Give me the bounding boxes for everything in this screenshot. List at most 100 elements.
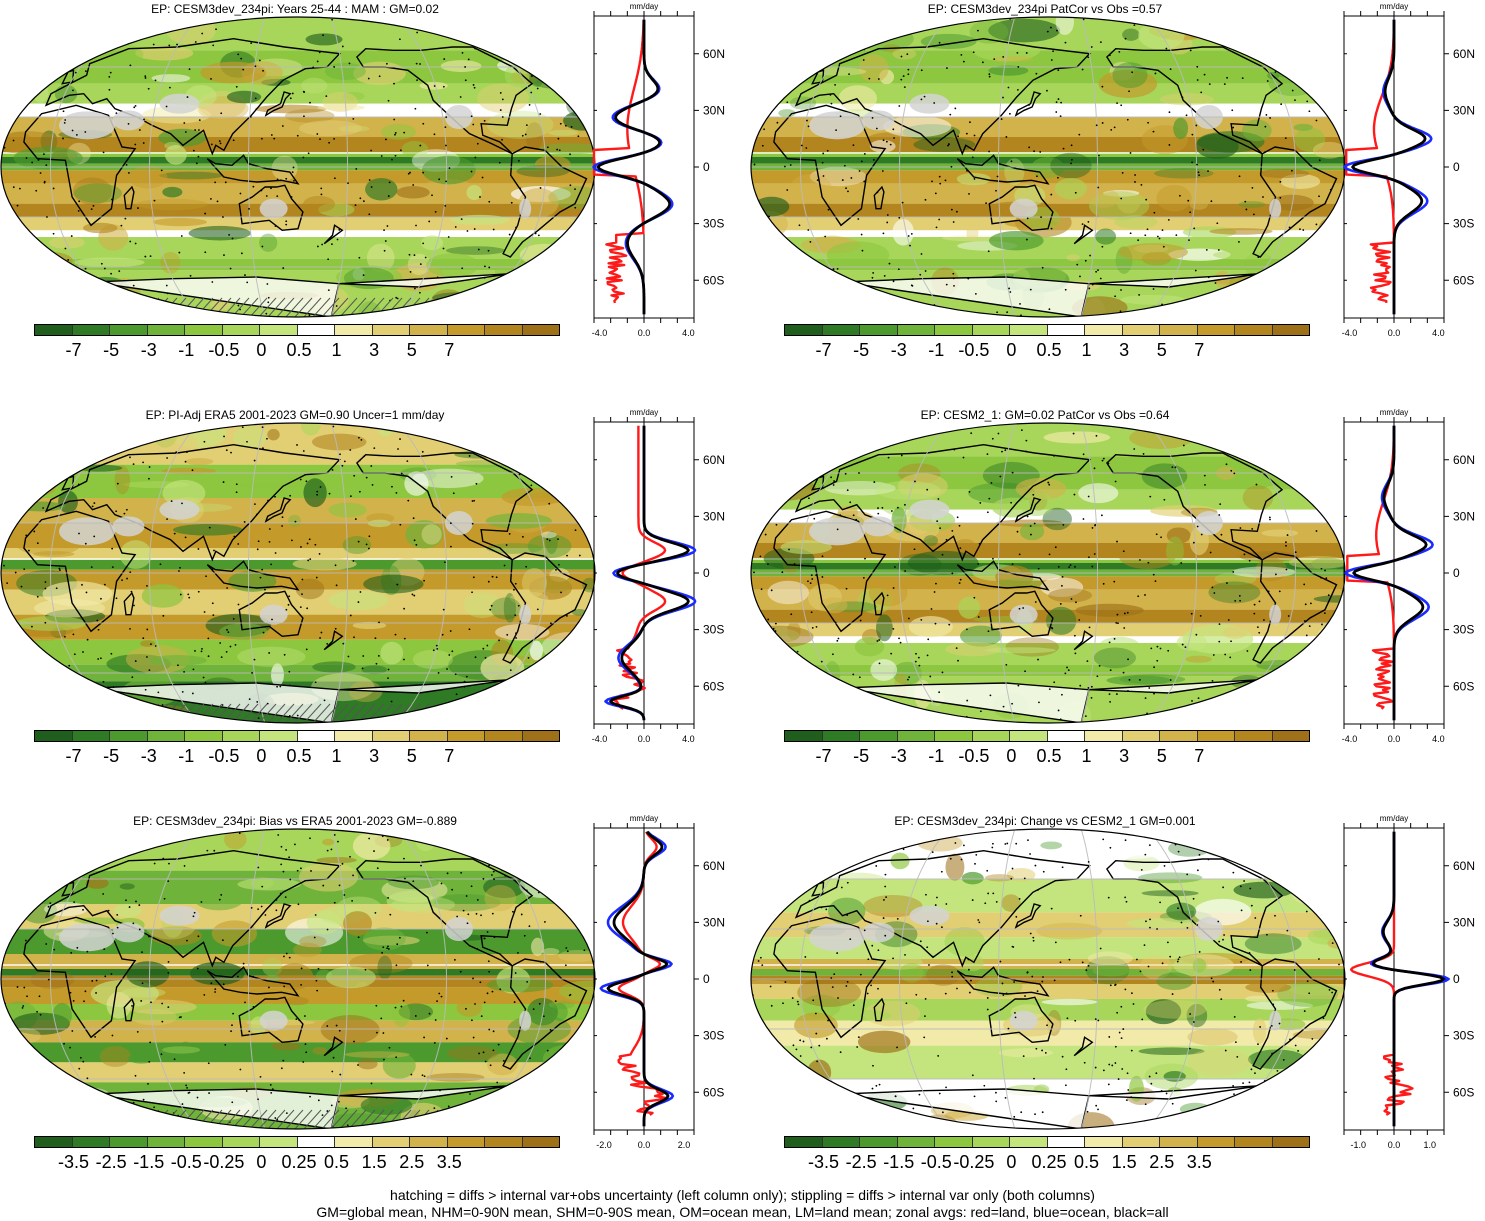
colorbar-tick-label: -3 (890, 746, 907, 766)
continent-outline (123, 591, 135, 616)
zonal-x-tick-label: 0.0 (638, 328, 651, 338)
colorbar-swatch (1010, 325, 1048, 335)
continent-outline (794, 37, 1091, 156)
colorbar-tick-label: 5 (1156, 746, 1167, 766)
continent-outline (988, 590, 1054, 638)
zonal-all-line (609, 425, 690, 721)
colorbar-tick-label: 0 (1006, 1152, 1017, 1172)
colorbar-tick-label: 3.5 (1186, 1152, 1212, 1172)
colorbar-swatch (410, 1137, 448, 1147)
colorbar-swatch (860, 1137, 898, 1147)
colorbar-tick-label: 3 (1119, 746, 1130, 766)
continent-outline (123, 185, 135, 210)
continent-outline (1105, 858, 1284, 967)
colorbar-tick-label: 3 (1119, 340, 1130, 360)
continent-outline (44, 849, 341, 968)
colorbar-labels: -7 -5 -3 -1 -0.5 0 0.5 1 3 5 7 (34, 746, 560, 768)
colorbar-swatch (260, 325, 298, 335)
continent-outline (815, 29, 841, 51)
continent-outline (988, 184, 1054, 232)
colorbar-tick-label: 3.5 (436, 1152, 462, 1172)
colorbar-swatch (972, 731, 1010, 741)
colorbar-labels: -7 -5 -3 -1 -0.5 0 0.5 1 3 5 7 (784, 340, 1310, 362)
latitude-label: 30S (1453, 1029, 1474, 1043)
continent-outline (355, 452, 534, 561)
colorbar-swatch (1235, 325, 1273, 335)
colorbar-tick-label: 3 (369, 340, 380, 360)
zonal-unit-label: mm/day (630, 408, 658, 417)
colorbar-tick-label: 7 (1194, 340, 1205, 360)
colorbar-swatch (935, 325, 973, 335)
colorbar-tick-label: 7 (1194, 746, 1205, 766)
colorbar-tick-label: 2.5 (399, 1152, 425, 1172)
continent-outline (841, 276, 1090, 317)
colorbar-tick-label: 5 (406, 746, 417, 766)
colorbar-tick-label: -0.5 (208, 340, 240, 360)
colorbar-swatch (785, 325, 823, 335)
colorbar-swatch (1160, 325, 1198, 335)
colorbar-tick-label: 0.5 (324, 1152, 350, 1172)
latitude-label: 60N (1453, 859, 1475, 873)
panel-title: EP: CESM2_1: GM=0.02 PatCor vs Obs =0.64 (920, 408, 1170, 422)
continent-outline (65, 29, 91, 51)
colorbar-tick-label: 1 (1081, 340, 1092, 360)
latitude-label: 60S (1453, 273, 1474, 287)
colorbar-swatch (897, 1137, 935, 1147)
zonal-x-tick-label: 0.0 (1388, 734, 1401, 744)
zonal-unit-label: mm/day (630, 2, 658, 11)
zonal-unit-label: mm/day (1380, 814, 1408, 823)
latitude-label: 0 (703, 566, 710, 580)
colorbar-swatch (410, 731, 448, 741)
colorbar-tick-label: -0.5 (208, 746, 240, 766)
zonal-x-tick-label: 4.0 (682, 734, 695, 744)
continent-outline (773, 510, 887, 633)
colorbar-swatch (222, 325, 260, 335)
colorbar-swatch (35, 325, 73, 335)
latitude-label: 30N (1453, 915, 1475, 929)
colorbar-swatch (1047, 1137, 1085, 1147)
map-panel: EP: CESM3dev_234pi: Years 25-44 : MAM : … (0, 0, 740, 400)
continent-outline (338, 273, 512, 288)
continent-outline (23, 104, 137, 227)
colorbar-swatch (372, 1137, 410, 1147)
latitude-label: 60S (1453, 1085, 1474, 1099)
colorbar-tick-label: -5 (103, 746, 120, 766)
colorbar-tick-label: -1.5 (883, 1152, 915, 1172)
continent-outline (206, 966, 300, 997)
colorbar-swatch (860, 325, 898, 335)
colorbar-tick-label: 7 (444, 746, 455, 766)
colorbar-swatch (1010, 1137, 1048, 1147)
continent-outline (1105, 46, 1284, 155)
continent-outline (264, 91, 292, 117)
colorbar-tick-label: 0.5 (1074, 1152, 1100, 1172)
colorbar-swatch (260, 1137, 298, 1147)
latitude-label: 60S (1453, 679, 1474, 693)
world-map (750, 828, 1346, 1130)
continent-outline (65, 841, 91, 863)
continent-outline (23, 916, 137, 1039)
colorbar-swatch (110, 731, 148, 741)
zonal-x-tick-label: 4.0 (1432, 328, 1445, 338)
colorbar-swatch (35, 1137, 73, 1147)
latitude-label: 30S (703, 1029, 724, 1043)
colorbar-swatch (335, 731, 373, 741)
continent-outline (1073, 630, 1094, 651)
zonal-x-tick-label: 4.0 (1432, 734, 1445, 744)
zonal-mean-plot: mm/day -4.0 0.0 4.0 60N 30N 0 30S 60S (1342, 408, 1475, 744)
continent-outline (1014, 91, 1042, 117)
colorbar-tick-label: -2.5 (95, 1152, 127, 1172)
colorbar-swatch (1085, 325, 1123, 335)
colorbar-swatch (1272, 731, 1309, 741)
colorbar-swatch (1010, 731, 1048, 741)
colorbar-swatch (297, 731, 335, 741)
continent-outline (841, 1088, 1090, 1129)
zonal-mean-plot: mm/day -1.0 0.0 1.0 60N 30N 0 30S 60S (1343, 814, 1475, 1150)
colorbar-tick-label: -1.5 (133, 1152, 165, 1172)
colorbar-swatch (35, 731, 73, 741)
continent-outline (44, 37, 341, 156)
colorbar-swatch (1235, 731, 1273, 741)
continent-outline (238, 996, 304, 1044)
zonal-x-tick-label: -1.0 (1351, 1140, 1367, 1150)
continent-outline (264, 903, 292, 929)
latitude-label: 60N (703, 47, 725, 61)
